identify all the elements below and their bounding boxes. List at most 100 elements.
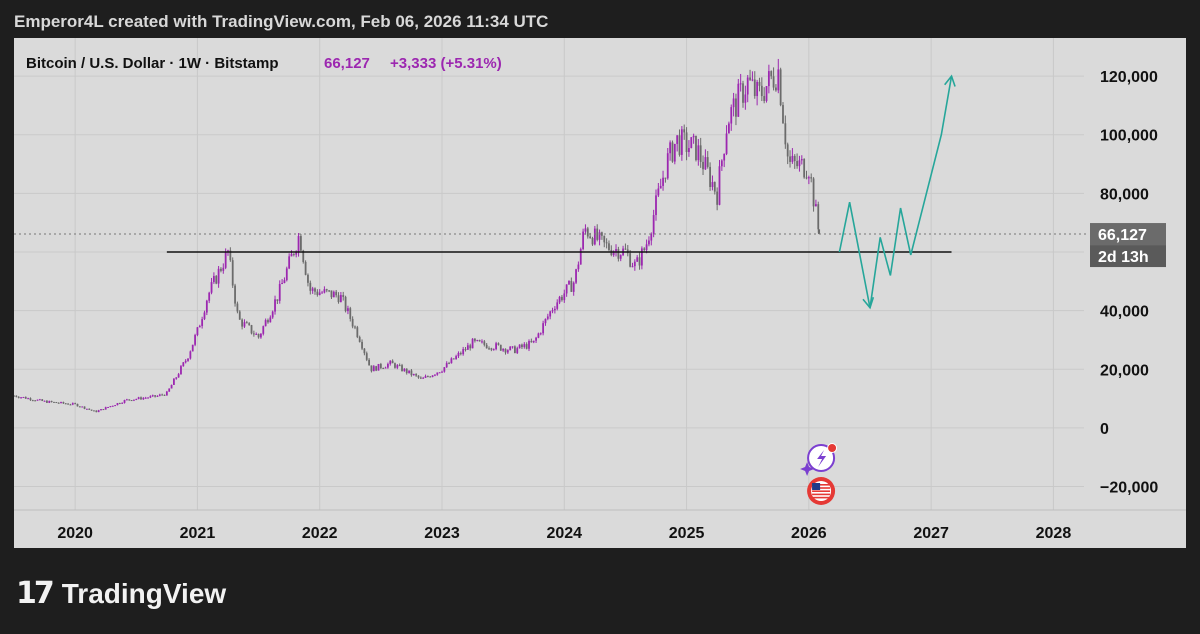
price-candle-body xyxy=(97,410,100,413)
us-flag-stripe xyxy=(812,493,831,496)
price-candle-body xyxy=(779,69,782,106)
price-candle-body xyxy=(325,289,328,291)
price-candle-body xyxy=(462,349,465,355)
us-flag-event-icon xyxy=(807,477,836,505)
price-candle-body xyxy=(735,98,737,117)
tradingview-logo[interactable]: 17 TradingView xyxy=(16,576,226,611)
price-candle-body xyxy=(267,320,269,323)
price-candle-body xyxy=(756,81,759,97)
price-candle-body xyxy=(624,248,627,250)
price-candle-body xyxy=(100,409,102,411)
price-candle-body xyxy=(561,296,563,301)
price-candle-body xyxy=(137,397,140,399)
price-candle-body xyxy=(666,153,669,179)
price-candle-body xyxy=(697,145,700,161)
price-candle-body xyxy=(589,236,592,239)
price-candle-body xyxy=(290,253,293,257)
price-candle-body xyxy=(163,394,166,396)
x-tick-label: 2027 xyxy=(913,525,949,542)
price-candle-body xyxy=(662,177,664,186)
price-candle-body xyxy=(483,341,486,345)
price-candle-body xyxy=(14,395,15,397)
price-candle-body xyxy=(575,269,577,283)
price-candle-body xyxy=(511,346,514,348)
price-candle-body xyxy=(445,363,448,368)
last-price-tag: 66,127 2d 13h xyxy=(1090,223,1166,268)
price-candle-body xyxy=(173,378,175,385)
price-candle-body xyxy=(274,299,276,312)
price-candle-body xyxy=(384,367,387,369)
price-candle-body xyxy=(177,374,180,378)
price-candle-body xyxy=(723,153,726,161)
price-candle-body xyxy=(165,391,168,396)
price-candle-body xyxy=(490,348,493,350)
price-candle-body xyxy=(431,375,434,378)
price-candle-body xyxy=(229,250,232,261)
price-candle-body xyxy=(436,372,439,375)
price-candle-body xyxy=(128,399,131,401)
price-candle-body xyxy=(349,308,352,319)
price-candle-body xyxy=(514,346,516,354)
price-candle-body xyxy=(22,396,25,398)
price-candle-body xyxy=(144,397,147,399)
price-candle-body xyxy=(255,333,258,335)
bar-countdown: 2d 13h xyxy=(1098,249,1149,266)
price-candle-body xyxy=(102,409,105,411)
price-candle-body xyxy=(304,261,307,275)
price-candle-body xyxy=(584,228,587,232)
price-candle-body xyxy=(149,396,152,398)
price-candle-body xyxy=(619,255,622,259)
price-candle-body xyxy=(631,266,634,268)
price-candle-body xyxy=(765,86,768,101)
price-candle-body xyxy=(782,105,784,124)
price-candle-body xyxy=(71,403,74,405)
us-flag-stripe xyxy=(812,487,831,489)
price-candle-body xyxy=(718,166,721,205)
price-candle-body xyxy=(335,291,338,296)
price-candle-body xyxy=(591,238,594,245)
x-tick-label: 2021 xyxy=(180,525,216,542)
price-candle-body xyxy=(377,363,380,371)
price-candle-body xyxy=(784,123,787,145)
price-candle-body xyxy=(815,204,817,207)
price-candle-body xyxy=(582,231,584,250)
price-candle-body xyxy=(810,177,813,179)
price-candle-body xyxy=(311,288,314,291)
price-candle-body xyxy=(506,350,509,353)
price-candle-body xyxy=(770,71,773,77)
price-candle-body xyxy=(596,228,599,240)
price-candle-body xyxy=(612,251,615,256)
price-candle-body xyxy=(692,135,695,138)
price-candle-body xyxy=(593,228,596,245)
price-candle-body xyxy=(405,368,408,374)
chart-panel[interactable]: 120,000100,00080,00060,00040,00020,0000−… xyxy=(14,38,1186,548)
price-candle-body xyxy=(429,376,432,378)
price-candle-body xyxy=(474,338,476,341)
last-price-tag-bg xyxy=(1090,223,1166,246)
price-candle-body xyxy=(553,308,556,311)
price-candle-body xyxy=(688,148,690,153)
price-candle-body xyxy=(109,406,112,408)
price-candle-body xyxy=(401,365,403,372)
price-candle-body xyxy=(579,249,582,265)
price-candle-body xyxy=(535,337,537,341)
price-candle-body xyxy=(777,69,780,91)
price-candle-body xyxy=(236,303,239,312)
price-candle-body xyxy=(387,363,389,368)
legend-change: +3,333 (+5.31%) xyxy=(390,55,502,72)
price-candle-body xyxy=(410,370,413,376)
price-candle-body xyxy=(76,403,79,407)
price-chart[interactable]: 120,000100,00080,00060,00040,00020,0000−… xyxy=(14,38,1186,548)
tradingview-brand-text: TradingView xyxy=(61,577,227,609)
price-candle-body xyxy=(530,341,533,343)
lightning-event-icon xyxy=(800,443,838,476)
price-candle-body xyxy=(43,400,46,402)
price-candle-body xyxy=(798,160,801,167)
price-candle-body xyxy=(568,280,570,285)
y-tick-label: 100,000 xyxy=(1100,128,1158,145)
price-candle-body xyxy=(732,98,735,108)
price-candle-body xyxy=(354,326,356,328)
price-candle-body xyxy=(464,349,467,351)
attribution-text: Emperor4L created with TradingView.com, … xyxy=(14,12,549,31)
price-candle-body xyxy=(817,204,820,230)
